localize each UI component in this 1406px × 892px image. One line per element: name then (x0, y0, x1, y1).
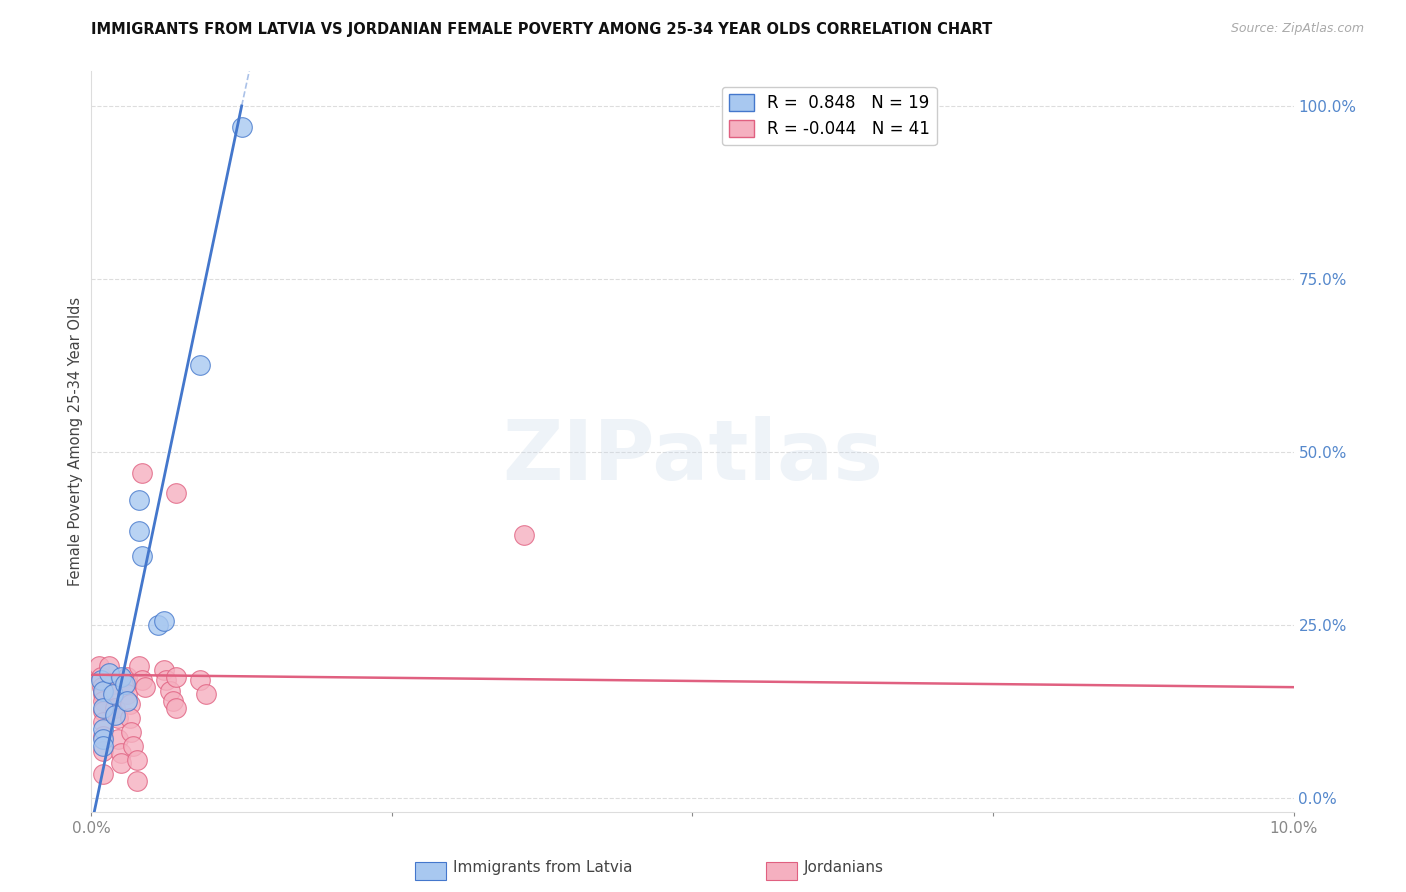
Point (90, 670, 112, 684)
Point (152, 615, 174, 629)
Point (98, 666, 121, 681)
Point (93, 739, 115, 753)
Point (231, 120, 253, 134)
Point (117, 676, 139, 690)
Point (159, 683, 181, 698)
Point (104, 701, 127, 715)
Point (118, 711, 141, 725)
Point (155, 673, 177, 688)
Point (101, 687, 124, 701)
Point (128, 524, 150, 539)
Point (107, 711, 129, 725)
Point (104, 683, 127, 698)
Point (110, 756, 132, 771)
Text: Source: ZipAtlas.com: Source: ZipAtlas.com (1230, 22, 1364, 36)
Point (128, 659, 150, 673)
Point (93, 701, 115, 715)
Point (104, 707, 127, 722)
Point (128, 493, 150, 508)
Text: IMMIGRANTS FROM LATVIA VS JORDANIAN FEMALE POVERTY AMONG 25-34 YEAR OLDS CORRELA: IMMIGRANTS FROM LATVIA VS JORDANIAN FEMA… (91, 22, 993, 37)
Point (118, 698, 141, 712)
Point (131, 549, 153, 563)
Point (134, 680, 156, 694)
Point (93, 729, 115, 743)
Point (93, 766, 115, 780)
Point (93, 722, 115, 736)
Point (98, 659, 121, 673)
Point (125, 773, 148, 788)
Text: Jordanians: Jordanians (804, 861, 884, 875)
Point (146, 618, 169, 632)
Point (93, 744, 115, 758)
Point (131, 466, 153, 480)
Point (188, 359, 211, 373)
Point (90, 673, 112, 688)
Point (101, 676, 124, 690)
Point (91, 680, 114, 694)
Point (114, 676, 136, 690)
Point (188, 673, 211, 688)
Point (117, 694, 139, 708)
Point (131, 673, 153, 688)
Text: Immigrants from Latvia: Immigrants from Latvia (453, 861, 633, 875)
Point (117, 687, 139, 701)
Point (93, 714, 115, 729)
Point (162, 694, 184, 708)
Point (165, 486, 187, 500)
Point (165, 670, 187, 684)
Point (93, 683, 115, 698)
Point (87, 659, 110, 673)
Y-axis label: Female Poverty Among 25-34 Year Olds: Female Poverty Among 25-34 Year Olds (67, 297, 83, 586)
Point (93, 694, 115, 708)
Point (110, 746, 132, 760)
Point (513, 528, 536, 542)
Point (120, 725, 142, 739)
Point (165, 701, 187, 715)
Legend: R =  0.848   N = 19, R = -0.044   N = 41: R = 0.848 N = 19, R = -0.044 N = 41 (723, 87, 936, 145)
Point (110, 670, 132, 684)
Point (125, 753, 148, 767)
Point (93, 732, 115, 747)
Point (194, 687, 217, 701)
Point (93, 687, 115, 701)
Point (107, 732, 129, 747)
Text: ZIPatlas: ZIPatlas (502, 416, 883, 497)
Point (122, 739, 145, 753)
Point (117, 670, 139, 684)
Point (93, 705, 115, 719)
Point (152, 663, 174, 677)
